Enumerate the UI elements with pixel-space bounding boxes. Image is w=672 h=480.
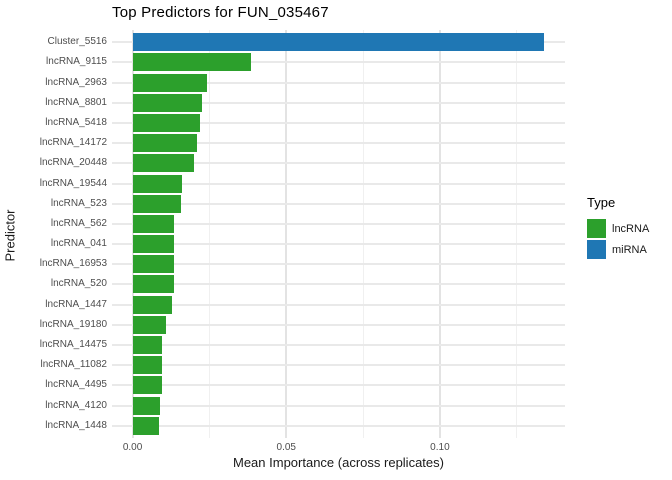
- row-gridline: [112, 283, 565, 286]
- row-gridline: [112, 61, 565, 64]
- bar-lncRNA_1447: [132, 295, 172, 314]
- row-gridline: [112, 323, 565, 326]
- bar-lncRNA_520: [132, 275, 174, 294]
- row-gridline: [112, 384, 565, 387]
- y-tick-label: lncRNA_562: [50, 217, 107, 229]
- y-tick-label: lncRNA_2963: [45, 76, 107, 88]
- bar-Cluster_5516: [132, 33, 545, 52]
- legend: Type lncRNA miRNA: [587, 195, 649, 261]
- row-gridline: [112, 344, 565, 347]
- bar-lncRNA_1448: [132, 416, 159, 435]
- x-axis-title: Mean Importance (across replicates): [233, 455, 444, 470]
- row-gridline: [112, 101, 565, 104]
- y-tick-label: lncRNA_520: [50, 278, 107, 290]
- bar-lncRNA_041: [132, 235, 174, 254]
- row-gridline: [112, 202, 565, 205]
- bar-lncRNA_2963: [132, 73, 207, 92]
- y-tick-label: lncRNA_19544: [39, 177, 107, 189]
- y-tick-label: lncRNA_4120: [45, 399, 107, 411]
- y-tick-label: lncRNA_523: [50, 197, 107, 209]
- minor-gridline: [362, 30, 364, 438]
- y-tick-label: lncRNA_1447: [45, 298, 107, 310]
- y-tick-label: lncRNA_041: [50, 238, 107, 250]
- row-gridline: [112, 404, 565, 407]
- y-tick-label: lncRNA_19180: [39, 318, 107, 330]
- bar-lncRNA_11082: [132, 356, 162, 375]
- y-tick-label: lncRNA_16953: [39, 258, 107, 270]
- minor-gridline: [516, 30, 518, 438]
- bar-lncRNA_19544: [132, 174, 182, 193]
- legend-label: miRNA: [612, 243, 647, 256]
- y-tick-label: lncRNA_1448: [45, 419, 107, 431]
- y-tick-label: lncRNA_14172: [39, 137, 107, 149]
- major-gridline: [285, 30, 288, 438]
- row-gridline: [112, 142, 565, 145]
- minor-gridline: [208, 30, 210, 438]
- legend-item-miRNA: miRNA: [587, 240, 649, 259]
- row-gridline: [112, 303, 565, 306]
- legend-title: Type: [587, 195, 616, 210]
- y-tick-label: lncRNA_8801: [45, 96, 107, 108]
- bar-lncRNA_8801: [132, 93, 202, 112]
- y-tick-label: lncRNA_9115: [46, 56, 107, 68]
- bar-lncRNA_562: [132, 214, 174, 233]
- row-gridline: [112, 424, 565, 427]
- bar-lncRNA_20448: [132, 154, 195, 173]
- bar-lncRNA_14475: [132, 336, 162, 355]
- y-tick-label: lncRNA_5418: [45, 116, 107, 128]
- legend-swatch-lncRNA: [587, 219, 606, 238]
- major-gridline: [131, 30, 134, 438]
- bar-lncRNA_4120: [132, 396, 160, 415]
- chart-title: Top Predictors for FUN_035467: [112, 4, 329, 21]
- bar-lncRNA_4495: [132, 376, 162, 395]
- bar-lncRNA_523: [132, 194, 181, 213]
- x-tick-label: 0.10: [430, 442, 450, 453]
- y-tick-label: lncRNA_11082: [40, 359, 107, 371]
- row-gridline: [112, 263, 565, 266]
- legend-item-lncRNA: lncRNA: [587, 219, 649, 238]
- major-gridline: [438, 30, 441, 438]
- bar-lncRNA_19180: [132, 315, 167, 334]
- row-gridline: [112, 162, 565, 165]
- row-gridline: [112, 364, 565, 367]
- bar-lncRNA_9115: [132, 53, 251, 72]
- y-tick-label: Cluster_5516: [47, 36, 107, 48]
- row-gridline: [112, 222, 565, 225]
- row-gridline: [112, 121, 565, 124]
- legend-label: lncRNA: [612, 222, 650, 235]
- y-tick-label: lncRNA_4495: [45, 379, 107, 391]
- x-tick-label: 0.05: [276, 442, 296, 453]
- legend-swatch-miRNA: [587, 240, 606, 259]
- bar-lncRNA_16953: [132, 255, 174, 274]
- legend-items: lncRNA miRNA: [587, 219, 649, 259]
- bar-lncRNA_14172: [132, 134, 198, 153]
- bar-lncRNA_5418: [132, 113, 201, 132]
- row-gridline: [112, 182, 565, 185]
- y-tick-label: lncRNA_20448: [39, 157, 107, 169]
- y-tick-label: lncRNA_14475: [39, 339, 107, 351]
- row-gridline: [112, 81, 565, 84]
- row-gridline: [112, 243, 565, 246]
- x-tick-label: 0.00: [122, 442, 143, 453]
